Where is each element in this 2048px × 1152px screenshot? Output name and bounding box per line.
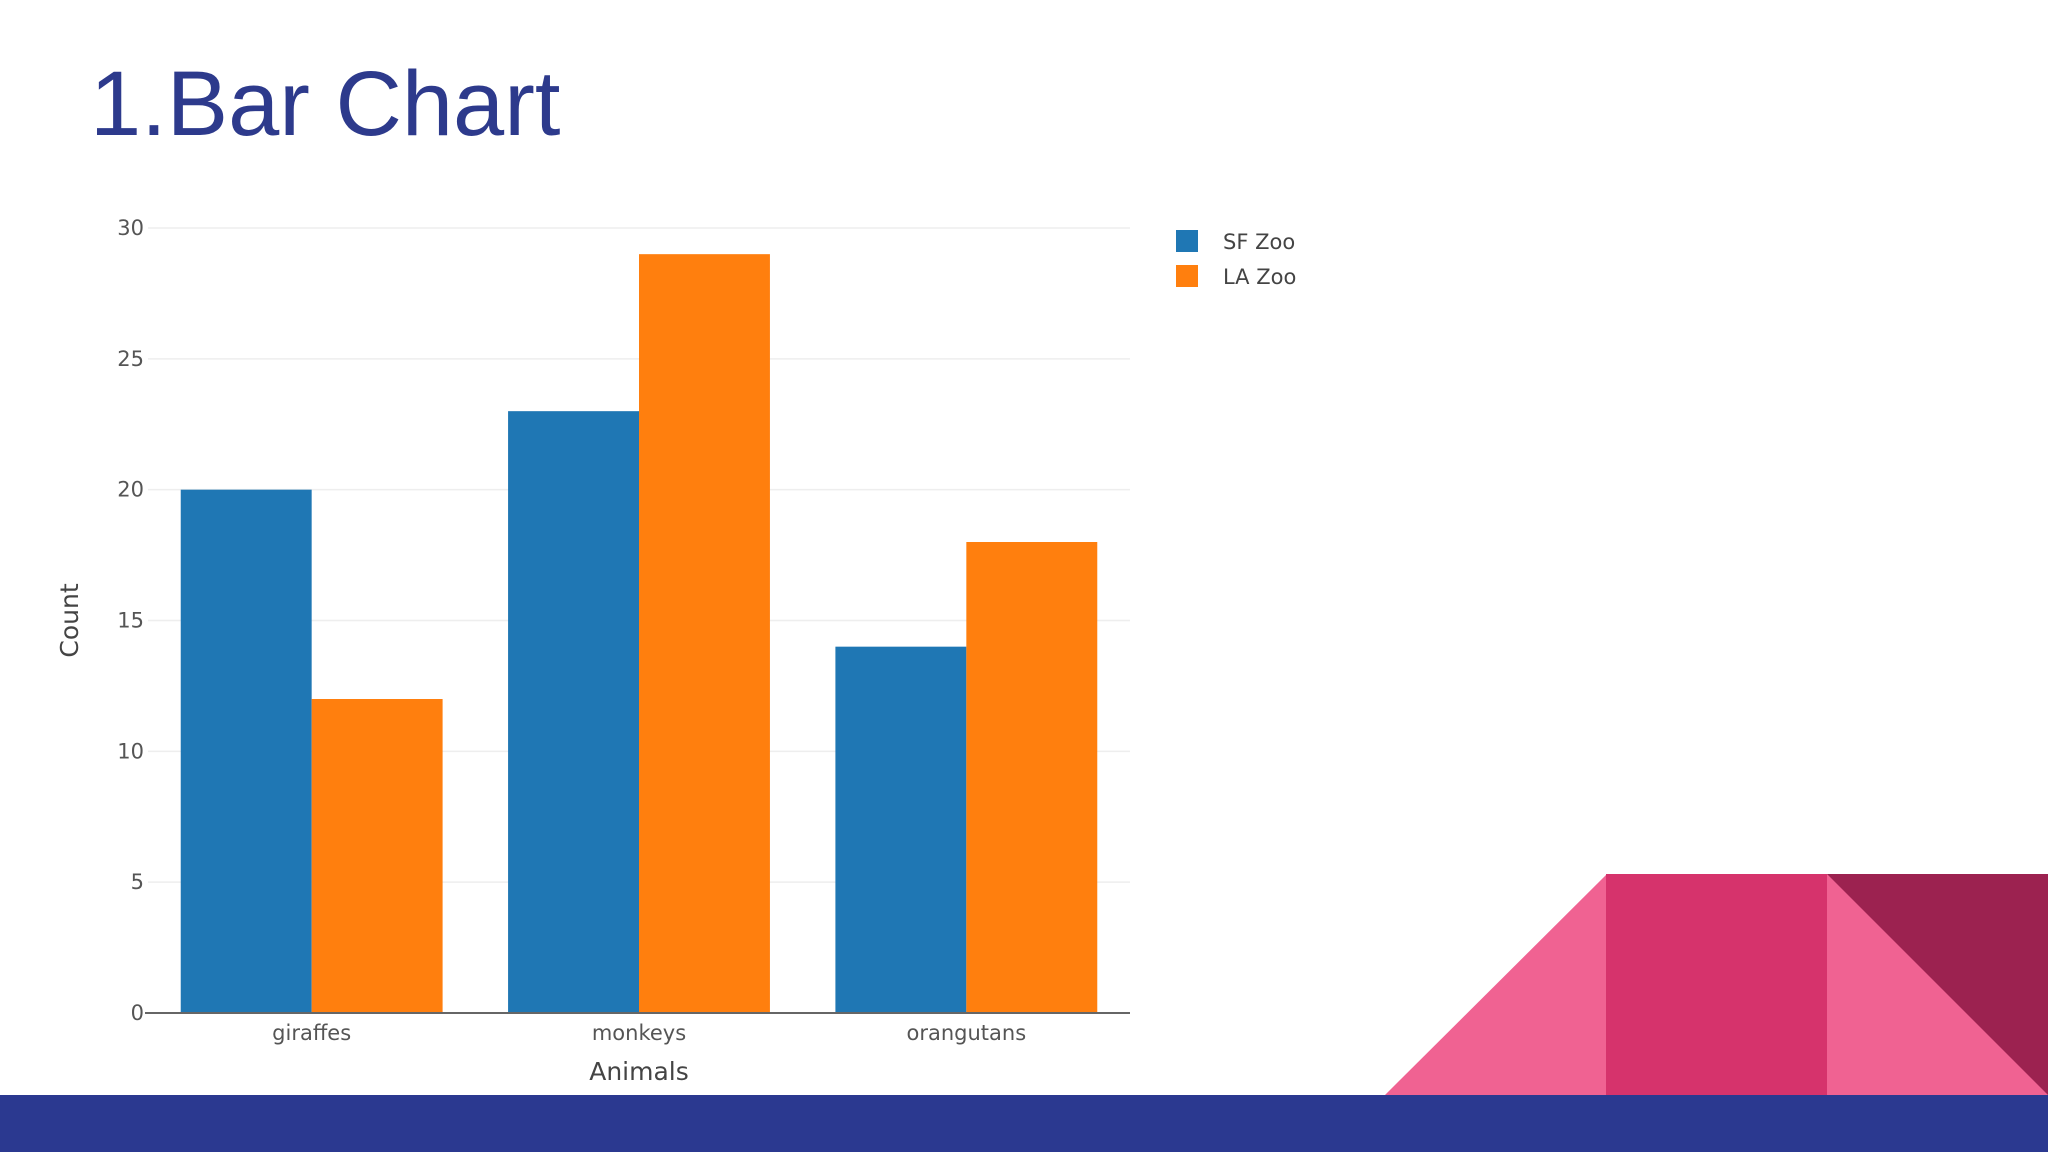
slide-title: 1.Bar Chart <box>90 53 561 155</box>
bar-monkeys-la-zoo <box>639 254 770 1013</box>
legend-label: SF Zoo <box>1223 230 1295 254</box>
y-tick-label: 20 <box>117 478 144 502</box>
y-tick-label: 25 <box>117 347 144 371</box>
x-tick-label: giraffes <box>272 1021 351 1045</box>
legend-swatch <box>1176 265 1198 287</box>
bar-orangutans-sf-zoo <box>835 646 967 1013</box>
axes: 0 5 10 15 20 25 30 giraffes monkeys orangutans Ani… <box>55 216 1130 1086</box>
bar-giraffes-sf-zoo <box>180 489 312 1014</box>
bar-monkeys-sf-zoo <box>508 411 639 1014</box>
y-axis-title: Count <box>55 583 84 657</box>
footer-bar <box>0 1095 2048 1152</box>
y-tick-label: 30 <box>117 216 144 240</box>
legend-swatch <box>1176 230 1198 252</box>
y-tick-label: 5 <box>131 870 144 894</box>
y-tick-label: 0 <box>131 1001 144 1025</box>
decor-triangle-right <box>1827 874 2048 1095</box>
x-axis-title: Animals <box>589 1057 689 1086</box>
decor-block-middle <box>1606 874 1828 1095</box>
x-tick-label: orangutans <box>907 1021 1027 1045</box>
x-tick-label: monkeys <box>592 1021 686 1045</box>
bar-giraffes-la-zoo <box>311 699 443 1013</box>
bars <box>180 254 1098 1014</box>
legend: SF Zoo LA Zoo <box>1176 230 1296 289</box>
decor-triangle-left <box>1385 874 1607 1095</box>
y-tick-label: 10 <box>117 739 144 763</box>
legend-label: LA Zoo <box>1223 265 1296 289</box>
bar-orangutans-la-zoo <box>966 542 1098 1013</box>
y-tick-label: 15 <box>117 609 144 633</box>
